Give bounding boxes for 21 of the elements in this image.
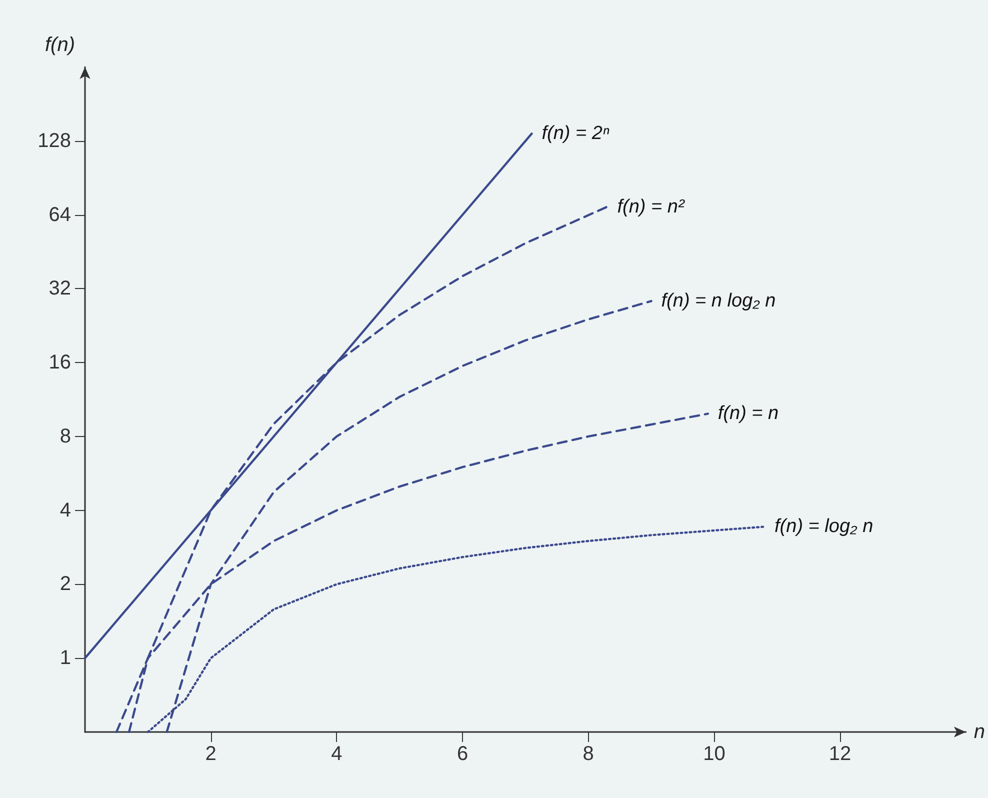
y-tick-label: 32	[48, 278, 71, 300]
x-tick-label: 12	[828, 743, 852, 765]
x-tick-label: 4	[331, 743, 342, 765]
y-tick-label: 128	[38, 130, 71, 152]
x-tick-label: 10	[703, 743, 726, 765]
y-tick-label: 2	[60, 573, 71, 596]
x-tick-label: 8	[582, 743, 594, 765]
series-label: f(n) = log₂ n	[774, 516, 874, 538]
y-tick-label: 64	[48, 204, 71, 226]
y-tick-label: 16	[48, 352, 71, 374]
series-label: f(n) = n²	[617, 196, 685, 218]
x-tick-label: 6	[456, 743, 468, 765]
y-axis-title: f(n)	[45, 34, 75, 56]
series-label: f(n) = n	[718, 403, 779, 424]
series-label: f(n) = n log₂ n	[661, 290, 776, 312]
y-tick-label: 4	[60, 499, 71, 522]
y-tick-label: 8	[60, 425, 71, 448]
x-axis-title: n	[974, 721, 985, 743]
x-tick-label: 2	[205, 743, 216, 765]
series-label: f(n) = 2ⁿ	[542, 123, 610, 144]
y-tick-label: 1	[60, 647, 71, 670]
